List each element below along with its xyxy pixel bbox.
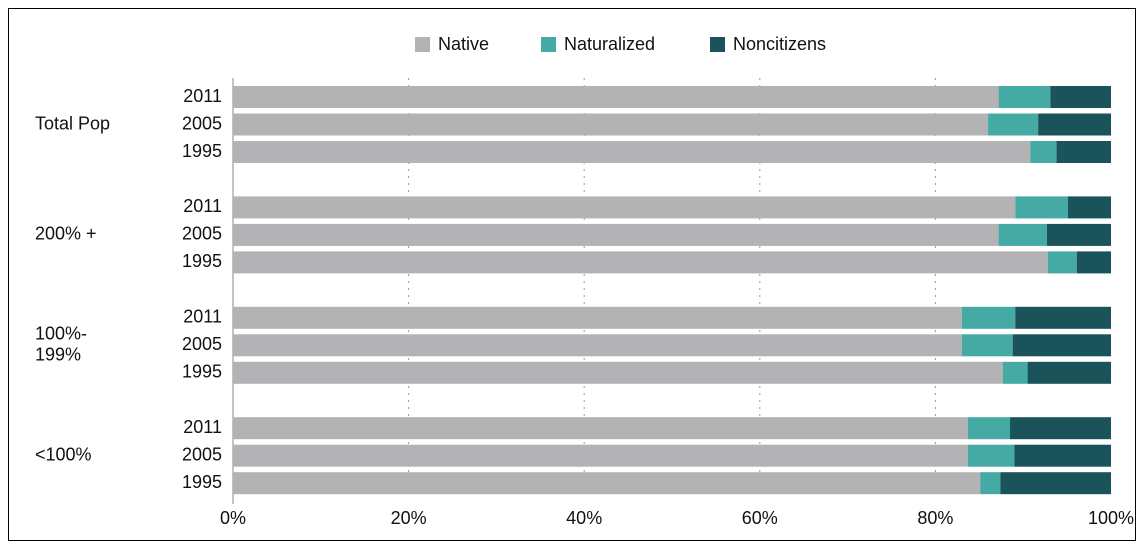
x-tick-label: 80% xyxy=(917,508,953,528)
bar-segment xyxy=(980,472,1001,495)
x-tick-label: 100% xyxy=(1088,508,1134,528)
bar-segment xyxy=(1038,113,1111,136)
bar-segment xyxy=(1067,196,1111,219)
y-tick-label: 2005 xyxy=(182,224,222,244)
bar-segment xyxy=(233,472,981,495)
x-tick-label: 60% xyxy=(742,508,778,528)
bar-segment xyxy=(233,223,999,246)
bar-segment xyxy=(998,223,1047,246)
y-tick-label: 1995 xyxy=(182,141,222,161)
bar-segment xyxy=(1056,141,1111,163)
bar-segment xyxy=(1076,251,1111,274)
legend-swatch xyxy=(710,37,725,52)
bar-segment xyxy=(1010,417,1111,440)
y-tick-label: 2005 xyxy=(182,334,222,354)
bar-segment xyxy=(233,444,968,467)
bar-segment xyxy=(998,86,1051,108)
group-label: <100% xyxy=(35,444,92,464)
y-tick-label: 2011 xyxy=(183,86,222,106)
bar-segment xyxy=(233,361,1004,384)
bar-segment xyxy=(233,251,1048,274)
legend-label: Naturalized xyxy=(564,34,655,54)
legend-swatch xyxy=(415,37,430,52)
y-tick-label: 2005 xyxy=(182,444,222,464)
y-tick-label: 2011 xyxy=(183,307,222,327)
y-tick-label: 2011 xyxy=(183,417,222,437)
y-tick-label: 1995 xyxy=(182,251,222,271)
y-tick-label: 2005 xyxy=(182,113,222,133)
bar-segment xyxy=(233,86,999,108)
group-label: Total Pop xyxy=(35,113,110,133)
x-tick-label: 0% xyxy=(220,508,246,528)
bar-segment xyxy=(1003,361,1028,384)
bar-segment xyxy=(233,334,962,357)
legend-swatch xyxy=(541,37,556,52)
bar-segment xyxy=(1030,141,1057,163)
bar-segment xyxy=(967,417,1011,440)
bar-segment xyxy=(1050,86,1111,108)
bar-segment xyxy=(1000,472,1111,495)
bar-segment xyxy=(233,141,1031,163)
x-tick-label: 40% xyxy=(566,508,602,528)
bar-segment xyxy=(967,444,1015,467)
bar-segment xyxy=(233,196,1016,219)
legend-label: Noncitizens xyxy=(733,34,826,54)
y-tick-label: 1995 xyxy=(182,472,222,492)
bar-segment xyxy=(1015,306,1111,329)
bar-segment xyxy=(961,334,1013,357)
bar-segment xyxy=(988,113,1039,136)
bar-segment xyxy=(1046,223,1111,246)
x-tick-label: 20% xyxy=(391,508,427,528)
bar-segment xyxy=(1047,251,1077,274)
bar-segment xyxy=(961,306,1016,329)
group-label: 200% + xyxy=(35,224,97,244)
y-tick-label: 1995 xyxy=(182,362,222,382)
bar-segment xyxy=(233,417,968,440)
bar-segment xyxy=(233,113,989,136)
legend-label: Native xyxy=(438,34,489,54)
group-label: 100%- xyxy=(35,324,87,344)
bar-segment xyxy=(1015,196,1068,219)
y-tick-label: 2011 xyxy=(183,196,222,216)
group-label: 199% xyxy=(35,345,81,365)
bar-segment xyxy=(233,306,962,329)
bar-segment xyxy=(1027,361,1111,384)
bar-segment xyxy=(1014,444,1111,467)
bar-segment xyxy=(1012,334,1111,357)
